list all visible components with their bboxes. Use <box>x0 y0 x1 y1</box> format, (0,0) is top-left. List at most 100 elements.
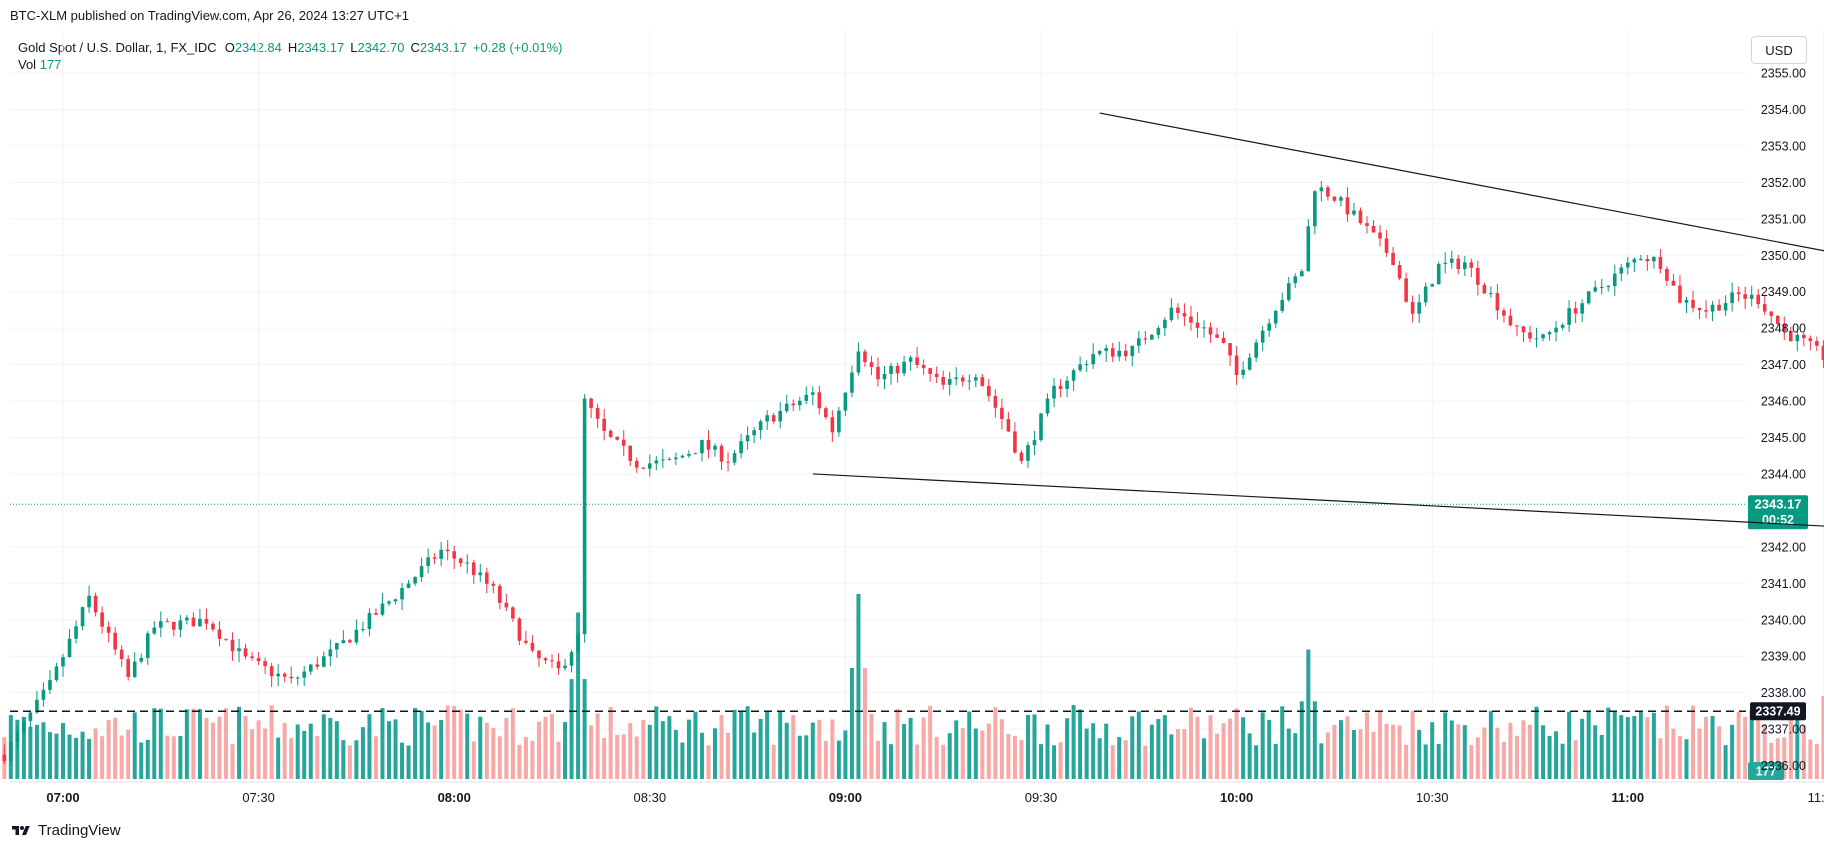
candle-body <box>550 660 554 662</box>
volume-bar <box>1456 724 1461 779</box>
candle-body <box>1443 262 1448 264</box>
candle-body <box>471 562 476 576</box>
volume-bar <box>1749 710 1754 779</box>
volume-bar <box>784 722 789 779</box>
last-price-label: 2343.17 <box>1755 497 1802 512</box>
volume-bar <box>882 722 887 779</box>
candle-body <box>2 754 7 761</box>
volume-bar <box>400 742 405 779</box>
candle-body <box>1541 334 1545 339</box>
volume-bar <box>1169 734 1174 779</box>
candle-body <box>1065 380 1069 389</box>
candle-body <box>1306 226 1311 272</box>
candle-body <box>791 403 796 406</box>
volume-bar <box>1495 727 1500 779</box>
candle-body <box>980 377 985 386</box>
volume-bar <box>1638 711 1643 779</box>
candle-body <box>1678 285 1682 303</box>
volume-bar <box>1338 720 1343 779</box>
volume-bar <box>1280 706 1285 779</box>
volume-bar <box>1293 733 1298 779</box>
candle-body <box>1013 431 1017 453</box>
candle-body <box>856 351 861 373</box>
volume-bar <box>302 730 307 779</box>
candle-body <box>941 376 945 385</box>
volume-bar <box>1260 712 1265 779</box>
candle-body <box>1736 292 1741 295</box>
volume-bar <box>282 723 287 779</box>
high-value: 2343.17 <box>297 40 345 55</box>
volume-bar <box>132 712 137 779</box>
candle-body <box>589 398 593 409</box>
volume-bar <box>1097 738 1102 779</box>
volume-bar <box>1391 724 1396 779</box>
candle-body <box>1808 338 1813 342</box>
volume-bar <box>1410 710 1415 779</box>
y-tick-label: 2338.00 <box>1761 686 1806 700</box>
candle-body <box>1495 293 1500 311</box>
candle-body <box>93 595 98 613</box>
x-tick-label: 10:00 <box>1220 790 1253 805</box>
candle-body <box>987 385 991 397</box>
candle-body <box>113 632 117 650</box>
volume-bar <box>739 710 744 779</box>
candle-body <box>661 459 665 461</box>
volume-label[interactable]: Vol <box>18 57 37 72</box>
candle-body <box>341 640 346 644</box>
volume-bar <box>569 679 574 779</box>
volume-bar <box>328 717 333 779</box>
candle-body <box>198 618 202 627</box>
candle-body <box>1626 262 1630 268</box>
volume-bar <box>602 737 607 779</box>
candle-body <box>335 643 339 650</box>
candle-body <box>491 583 496 586</box>
volume-bar <box>654 706 659 779</box>
volume-bar <box>902 723 907 779</box>
volume-bar <box>373 736 378 779</box>
candle-body <box>1789 330 1793 342</box>
candle-body <box>458 558 463 564</box>
footer-brand[interactable]: TradingView <box>10 822 121 839</box>
candle-body <box>530 642 535 651</box>
axes: 2355.00 2354.00 2353.00 2352.00 2351.00 2350.… <box>46 67 1824 806</box>
candle-body <box>302 671 307 678</box>
volume-bar <box>210 722 215 779</box>
candle-body <box>165 621 170 623</box>
candle-body <box>1469 262 1474 268</box>
candle-body <box>1802 334 1806 339</box>
candle-body <box>67 638 72 658</box>
candle-body <box>1078 364 1082 371</box>
volume-bar <box>915 744 920 779</box>
symbol-title[interactable]: Gold Spot / U.S. Dollar, 1, FX_IDC <box>18 40 217 55</box>
volume-bar <box>589 725 594 779</box>
candle-body <box>648 463 652 469</box>
currency-button[interactable]: USD <box>1751 36 1807 64</box>
volume-bar <box>765 711 770 779</box>
y-tick-label: 2337.00 <box>1761 723 1806 737</box>
volume-bar <box>1717 726 1722 779</box>
volume-bar <box>1756 707 1761 779</box>
candle-body <box>1378 232 1382 239</box>
volume-bar <box>1404 744 1409 779</box>
volume-bar <box>634 736 639 779</box>
candle-body <box>1417 302 1421 314</box>
candle-body <box>608 430 613 437</box>
volume-bar <box>74 737 79 779</box>
volume-bar <box>843 730 848 779</box>
close-value: 2343.17 <box>419 40 467 55</box>
volume-bar <box>237 706 242 779</box>
volume-bar <box>1691 705 1695 779</box>
volume-bar <box>152 708 157 779</box>
candle-body <box>719 445 724 462</box>
candle-body <box>1384 238 1389 253</box>
volume-bar <box>100 736 105 779</box>
candle-body <box>1482 284 1487 294</box>
volume-bar <box>1521 720 1526 779</box>
y-tick-label: 2354.00 <box>1761 103 1806 117</box>
volume-bar <box>693 711 698 779</box>
volume-bar <box>810 722 815 779</box>
volume-bar <box>15 719 20 779</box>
candle-body <box>1039 413 1043 441</box>
volume-bar <box>230 744 235 779</box>
